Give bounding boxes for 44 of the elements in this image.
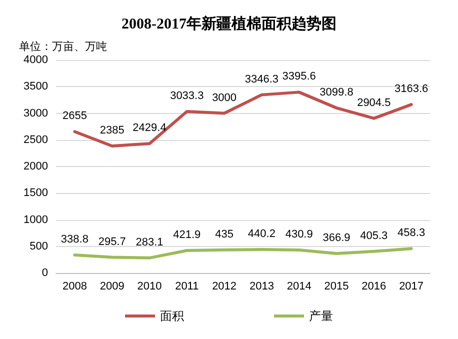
x-tick-label: 2014	[286, 280, 312, 292]
data-label: 366.9	[322, 232, 350, 244]
data-label: 295.7	[98, 236, 126, 248]
line-series	[73, 247, 413, 260]
data-label: 3033.3	[170, 90, 204, 102]
chart-subtitle: 单位：万亩、万吨	[19, 40, 107, 53]
data-label: 2429.4	[132, 122, 166, 134]
x-tick-label: 2017	[399, 280, 424, 292]
y-tick-label: 4000	[24, 54, 48, 66]
x-tick-label: 2016	[362, 280, 386, 292]
x-tick-label: 2011	[175, 280, 199, 292]
x-tick-label: 2015	[324, 280, 349, 292]
data-label: 2904.5	[357, 96, 391, 109]
x-tick-label: 2010	[137, 280, 162, 292]
y-tick-label: 2500	[24, 134, 48, 146]
data-label: 405.3	[360, 230, 388, 242]
data-label: 3163.6	[394, 83, 428, 96]
chart-title: 2008-2017年新疆植棉面积趋势图	[122, 14, 336, 32]
x-tick-label: 2008	[62, 280, 87, 292]
data-label: 338.8	[60, 233, 88, 246]
data-label: 421.9	[173, 229, 201, 242]
data-label: 440.2	[248, 228, 276, 240]
y-tick-label: 1500	[24, 187, 48, 200]
data-label: 3000	[212, 92, 237, 104]
data-label: 435	[215, 228, 234, 240]
data-label: 430.9	[285, 228, 313, 241]
y-tick-label: 3500	[24, 80, 48, 93]
legend-label: 面积	[160, 309, 184, 323]
y-tick-label: 2000	[24, 160, 48, 172]
data-label: 2385	[100, 124, 124, 136]
data-label: 283.1	[136, 236, 164, 248]
y-tick-label: 0	[42, 267, 48, 279]
data-label: 3395.6	[282, 70, 316, 83]
data-label: 3346.3	[244, 73, 279, 86]
x-tick-label: 2012	[212, 280, 237, 292]
y-tick-label: 500	[30, 240, 48, 252]
data-label: 458.3	[398, 227, 426, 240]
legend-label: 产量	[309, 309, 333, 323]
data-label: 3099.8	[320, 86, 354, 98]
data-label: 2655	[62, 110, 87, 122]
y-tick-label: 1000	[24, 214, 48, 226]
x-tick-label: 2009	[100, 280, 124, 292]
y-tick-label: 3000	[24, 107, 48, 120]
x-tick-label: 2013	[249, 280, 274, 292]
